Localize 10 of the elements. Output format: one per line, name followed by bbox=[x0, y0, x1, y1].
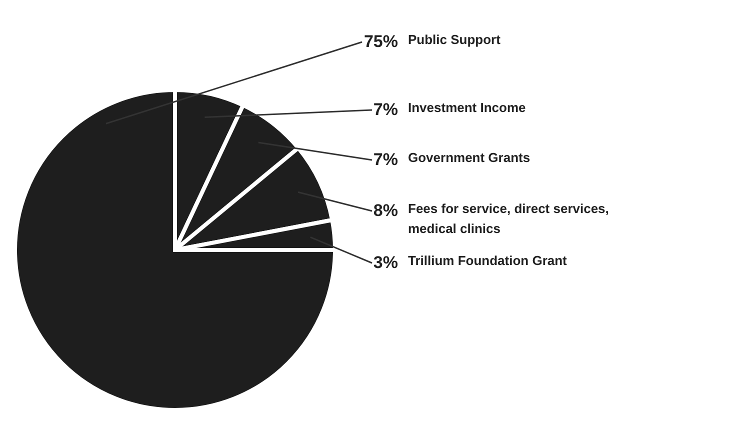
data-label: 7% bbox=[373, 100, 398, 119]
data-label: 7% bbox=[373, 150, 398, 169]
slice-label: Fees for service, direct services, medical clinics bbox=[408, 201, 609, 236]
slice-label: Investment Income bbox=[408, 100, 526, 115]
slice-label: Public Support bbox=[408, 32, 502, 47]
slice-label: Government Grants bbox=[408, 150, 530, 165]
data-label: 8% bbox=[373, 201, 398, 220]
data-label: 75% bbox=[364, 32, 398, 51]
data-label: 3% bbox=[373, 253, 398, 272]
slice-label: Trillium Foundation Grant bbox=[408, 253, 568, 268]
